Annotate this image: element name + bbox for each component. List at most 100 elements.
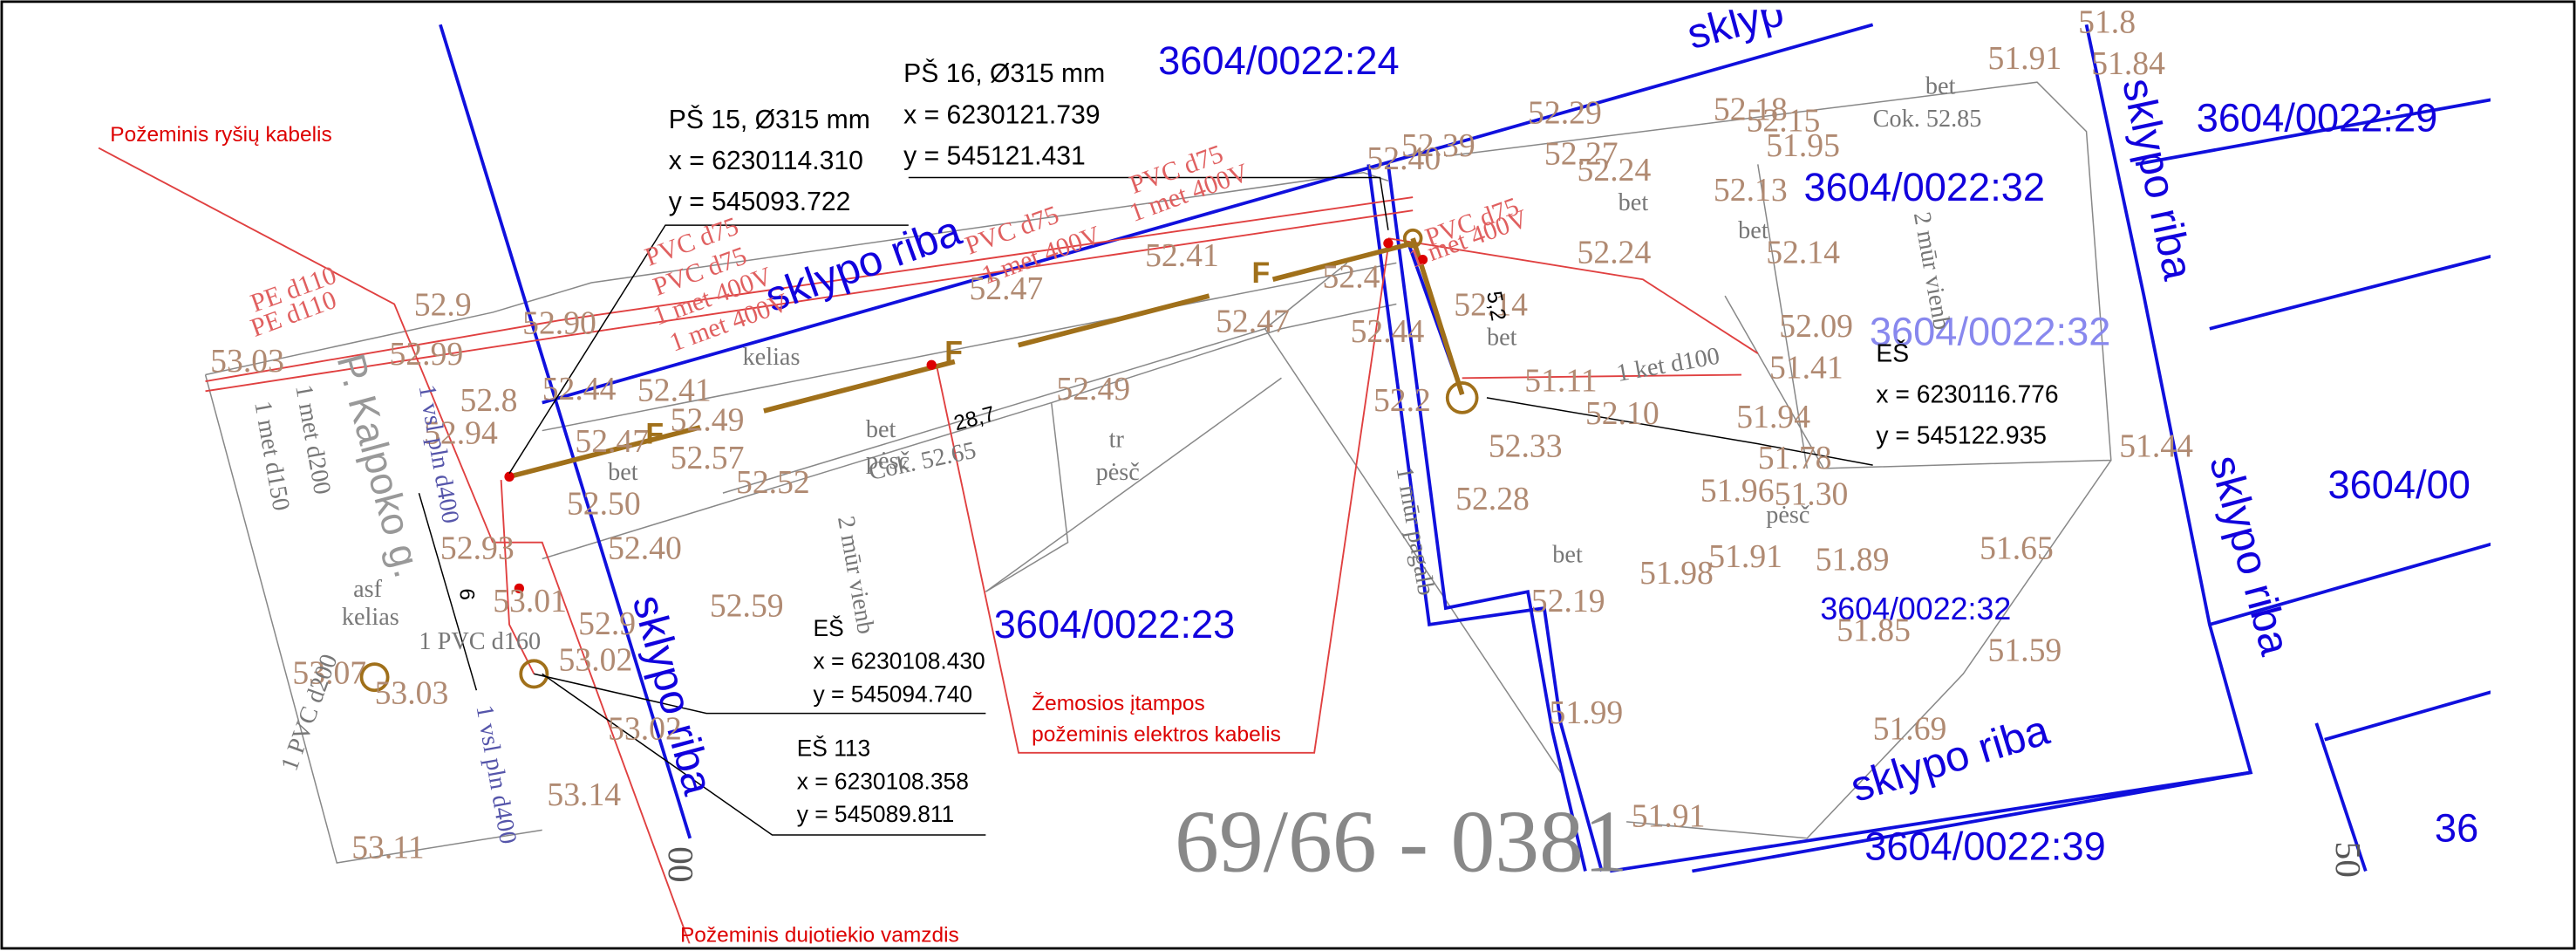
dimension: 5,2 — [1482, 290, 1510, 323]
elevation: 52.29 — [1528, 94, 1602, 131]
surface-label: Cok. 52.85 — [1873, 106, 1982, 133]
elevation: 51.84 — [2091, 45, 2165, 82]
elevation: 51.11 — [1524, 362, 1597, 399]
callout-x: x = 6230121.739 — [903, 100, 1100, 129]
elevation: 51.89 — [1816, 542, 1890, 578]
surface-label: bet — [1552, 541, 1583, 568]
line-marker: F — [944, 335, 963, 368]
edge-label: 00 — [661, 846, 701, 882]
note: požeminis elektros kabelis — [1032, 723, 1281, 747]
elevation: 53.03 — [210, 343, 284, 380]
elevation: 51.91 — [1708, 538, 1782, 575]
callout-x: x = 6230108.430 — [814, 648, 985, 674]
parcel-label: 3604/00 — [2327, 462, 2470, 507]
survey-map: 3604/0022:243604/0022:293604/0022:323604… — [0, 0, 2576, 951]
elevation: 52.14 — [1766, 234, 1840, 270]
elevation: 51.98 — [1639, 555, 1714, 592]
callout-x: x = 6230114.310 — [669, 147, 863, 175]
elevation: 52.13 — [1714, 172, 1788, 209]
elevation: 53.02 — [608, 711, 682, 748]
surface-label: bet — [1487, 325, 1517, 352]
line-marker: F — [645, 418, 664, 451]
surface-label: bet — [1619, 189, 1649, 216]
elevation: 52.4 — [1323, 259, 1380, 296]
elevation: 52.24 — [1578, 152, 1652, 188]
elevation: 53.02 — [559, 642, 633, 679]
callout-title: PŠ 16, Ø315 mm — [903, 58, 1105, 88]
elevation: 51.69 — [1873, 711, 1947, 748]
elevation: 52.39 — [1401, 127, 1475, 164]
surface-label: asf — [353, 576, 383, 603]
elevation: 51.44 — [2119, 428, 2193, 465]
surface-label: pėsč — [1766, 502, 1809, 529]
parcel-label: 36 — [2435, 806, 2478, 851]
elevation: 52.40 — [608, 530, 682, 567]
elevation: 53.14 — [547, 777, 621, 813]
parcel-label: 3604/0022:32 — [1804, 165, 2046, 209]
elevation: 52.41 — [1145, 237, 1219, 274]
elevation: 52.8 — [460, 382, 518, 419]
elevation: 52.2 — [1373, 382, 1431, 419]
elevation: 52.09 — [1779, 308, 1853, 345]
elevation: 52.9 — [414, 287, 472, 324]
parcel-label: 3604/0022:29 — [2197, 96, 2438, 140]
elevation: 52.50 — [567, 486, 641, 523]
elevation: 53.01 — [493, 583, 567, 619]
callout-title: PŠ 15, Ø315 mm — [669, 105, 870, 134]
surface-label: kelias — [342, 604, 399, 631]
note: Žemosios įtampos — [1032, 692, 1205, 715]
elevation: 52.52 — [736, 464, 810, 501]
elevation: 51.78 — [1758, 440, 1832, 476]
callout-y: y = 545122.935 — [1876, 421, 2047, 449]
elevation: 52.9 — [578, 605, 636, 642]
line-marker: F — [1252, 257, 1271, 290]
dimension: 6 — [455, 588, 479, 600]
elevation: 51.65 — [1980, 530, 2054, 567]
elevation: 52.44 — [1351, 313, 1425, 350]
elevation: 51.95 — [1766, 127, 1840, 164]
elevation: 52.90 — [522, 304, 596, 341]
elevation: 52.24 — [1578, 234, 1652, 270]
elevation: 52.57 — [671, 440, 745, 476]
elevation: 51.99 — [1550, 694, 1624, 731]
elevation: 52.47 — [1216, 304, 1290, 340]
elevation: 53.03 — [375, 674, 449, 711]
elevation: 52.49 — [671, 402, 745, 439]
callout-title: EŠ — [814, 615, 844, 641]
parcel-label: 3604/0022:23 — [994, 602, 1236, 647]
surface-label: bet — [1925, 72, 1956, 99]
elevation: 51.91 — [1988, 40, 2062, 77]
elevation: 52.49 — [1056, 371, 1130, 407]
callout-title: EŠ — [1876, 339, 1909, 366]
note: Požeminis ryšių kabelis — [110, 123, 331, 147]
callout-x: x = 6230108.358 — [797, 768, 969, 794]
elevation: 53.11 — [351, 829, 424, 865]
callout-y: y = 545089.811 — [797, 801, 955, 827]
elevation: 52.99 — [390, 336, 464, 373]
surface-label: bet — [608, 459, 638, 486]
elevation: 52.28 — [1455, 481, 1530, 517]
elevation: 51.94 — [1736, 399, 1810, 435]
callout-title: EŠ 113 — [797, 735, 871, 762]
callout-y: y = 545093.722 — [669, 188, 851, 216]
elevation: 51.41 — [1769, 349, 1843, 386]
map-number: 69/66 - 0381 — [1175, 792, 1628, 891]
surface-label: bet — [866, 416, 896, 443]
surface-label: bet — [1738, 217, 1768, 244]
callout-x: x = 6230116.776 — [1876, 380, 2058, 408]
elevation: 52.33 — [1489, 428, 1563, 465]
elevation: 51.96 — [1700, 473, 1775, 510]
callout-y: y = 545121.431 — [903, 141, 1086, 170]
callout-y: y = 545094.740 — [814, 681, 972, 707]
elevation: 52.47 — [575, 423, 649, 460]
elevation: 52.10 — [1585, 395, 1659, 432]
surface-label: kelias — [743, 344, 801, 371]
elevation: 52.93 — [440, 530, 515, 567]
elevation: 51.59 — [1988, 632, 2062, 668]
surface-label: tr — [1109, 426, 1125, 453]
edge-label: 50 — [2328, 842, 2368, 878]
elevation: 51.85 — [1837, 612, 1911, 649]
surface-label: 1 PVC d160 — [419, 628, 541, 655]
elevation: 52.19 — [1531, 583, 1605, 619]
elevation: 52.59 — [710, 587, 784, 624]
